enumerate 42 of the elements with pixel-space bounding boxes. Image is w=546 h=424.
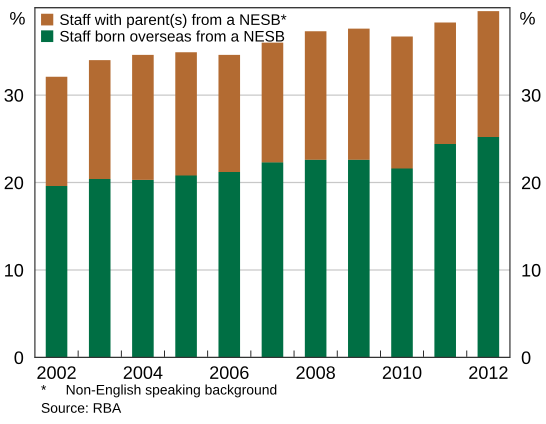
x-tick-label: 2002: [37, 366, 76, 380]
bar: [304, 31, 326, 160]
bar: [478, 137, 500, 358]
y2-tick-label: 10: [522, 264, 540, 277]
y-tick-label: 20: [4, 176, 24, 190]
bar: [88, 179, 111, 358]
bar: [132, 180, 154, 358]
bar: [478, 11, 500, 138]
bar: [348, 28, 370, 160]
bar: [391, 36, 413, 169]
bar: [175, 52, 197, 176]
legend-label: Staff born overseas from a NESB: [60, 30, 284, 42]
x-tick-label: 2010: [382, 366, 422, 380]
bar: [262, 42, 284, 162]
bar: [391, 168, 413, 358]
legend-label: Staff with parent(s) from a NESB*: [60, 14, 286, 28]
y2-tick-label: 20: [522, 176, 540, 190]
bar: [348, 160, 370, 358]
bar: [218, 54, 240, 172]
bar: [304, 160, 326, 358]
y-tick-label: 0: [14, 351, 24, 364]
bar: [46, 186, 68, 358]
x-tick-label: 2006: [210, 366, 249, 380]
source-note: Source: RBA: [42, 403, 122, 413]
bar: [175, 176, 197, 358]
bar: [132, 54, 154, 180]
x-tick-label: 2004: [124, 366, 162, 380]
y-axis-title: %: [10, 12, 25, 25]
y-tick-label: 10: [5, 264, 24, 277]
x-tick-label: 2008: [296, 366, 335, 380]
text: * Non-English speaking background: [41, 384, 276, 398]
bar: [218, 172, 240, 358]
y-tick-label: 30: [4, 89, 24, 102]
bar: [88, 60, 111, 180]
bar: [262, 162, 284, 358]
y2-tick-label: 30: [522, 89, 540, 102]
bar: [46, 76, 68, 186]
bar: [434, 22, 456, 144]
bar: [434, 144, 456, 358]
y2-axis-title: %: [520, 12, 535, 25]
x-tick-label: 2012: [469, 366, 508, 380]
y2-tick-label: 0: [522, 351, 530, 364]
